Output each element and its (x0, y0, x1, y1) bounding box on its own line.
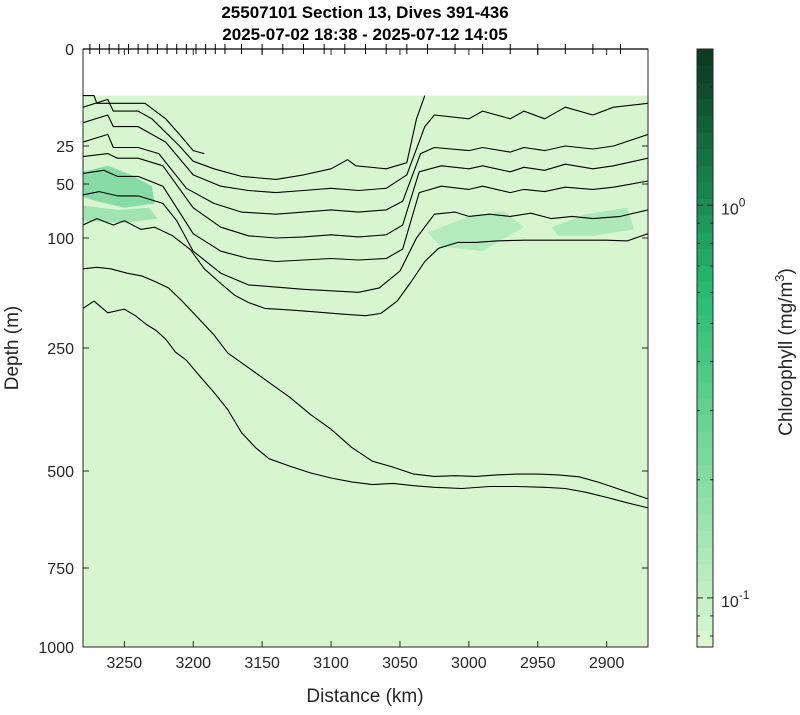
x-tick-label: 3200 (175, 655, 211, 672)
contour-line-2 (83, 95, 426, 180)
colorbar-step (697, 298, 713, 316)
y-tick-label: 1000 (38, 640, 74, 657)
contour-line-1 (83, 95, 205, 155)
colorbar-step (697, 115, 713, 133)
colorbar-label: Chlorophyll (mg/m3) (772, 268, 797, 436)
colorbar-label-text: Chlorophyll (mg/m (776, 282, 797, 436)
colorbar-step (697, 547, 713, 565)
colorbar-tick-base: 10 (721, 594, 739, 611)
plot-area (83, 95, 648, 647)
chlorophyll-patch-2 (83, 205, 158, 223)
dive-markers (83, 44, 648, 54)
y-tick-label: 100 (47, 231, 74, 248)
colorbar-step (697, 530, 713, 548)
colorbar-step (697, 613, 713, 631)
colorbar-step (697, 431, 713, 449)
colorbar-tick-label: 100 (721, 195, 746, 218)
x-tick-label: 3000 (451, 655, 487, 672)
colorbar-step (697, 497, 713, 515)
colorbar-label-close: ) (776, 268, 797, 274)
colorbar-step (697, 132, 713, 150)
colorbar-tick-exp: 0 (739, 195, 746, 209)
colorbar-step (697, 98, 713, 116)
colorbar-tick-label: 10-1 (721, 588, 750, 611)
y-tick-label: 250 (47, 341, 74, 358)
chart-title-line1: 25507101 Section 13, Dives 391-436 (221, 3, 508, 22)
colorbar-step (697, 331, 713, 349)
x-axis-label: Distance (km) (306, 686, 423, 707)
colorbar-step (697, 231, 713, 249)
x-tick-label: 3250 (107, 655, 143, 672)
chlorophyll-patch-4 (551, 207, 635, 236)
colorbar-step (697, 198, 713, 216)
colorbar-step (697, 563, 713, 582)
contour-line-7 (83, 191, 648, 293)
contour-line-3 (83, 102, 648, 194)
x-tick-label: 3050 (382, 655, 418, 672)
y-axis: 0 25 50 100 250 500 750 1000 (38, 42, 648, 657)
y-tick-label: 0 (65, 42, 74, 59)
colorbar-frame (696, 48, 714, 648)
contour-line-8 (83, 218, 648, 317)
colorbar-step (697, 264, 713, 283)
chlorophyll-field (83, 95, 648, 647)
chart-title-line2: 2025-07-02 18:38 - 2025-07-12 14:05 (222, 25, 507, 44)
colorbar-step (697, 514, 713, 532)
x-tick-label: 2950 (520, 655, 556, 672)
contour-line-9 (83, 300, 648, 509)
colorbar (696, 48, 714, 648)
x-tick-label: 3100 (313, 655, 349, 672)
y-tick-label: 750 (47, 561, 74, 578)
colorbar-step (697, 597, 713, 615)
colorbar-step (697, 630, 713, 648)
chlorophyll-patch-1 (83, 165, 155, 208)
colorbar-label-sup: 3 (772, 274, 787, 281)
y-axis-label: Depth (m) (2, 306, 23, 390)
colorbar-step (697, 348, 713, 366)
colorbar-step (697, 248, 713, 266)
contour-line-4 (83, 133, 648, 215)
colorbar-step (697, 49, 713, 67)
colorbar-step (697, 397, 713, 415)
y-tick-label: 500 (47, 464, 74, 481)
colorbar-step (697, 82, 713, 100)
colorbar-step (697, 381, 713, 399)
y-tick-label: 25 (56, 139, 74, 156)
colorbar-step (697, 148, 713, 166)
contour-line-5 (83, 153, 648, 239)
y-tick-label: 50 (56, 177, 74, 194)
colorbar-step (697, 580, 713, 598)
colorbar-tick-exp: -1 (739, 588, 750, 602)
colorbar-step (697, 165, 713, 183)
colorbar-step (697, 65, 713, 83)
contour-line-6 (83, 169, 648, 263)
colorbar-step (697, 414, 713, 432)
colorbar-step (697, 480, 713, 498)
colorbar-tick-base: 10 (721, 201, 739, 218)
colorbar-step (697, 447, 713, 465)
x-axis: 3250 3200 3150 3100 3050 3000 2950 2900 (107, 49, 625, 672)
x-tick-label: 3150 (244, 655, 280, 672)
colorbar-step (697, 464, 713, 482)
colorbar-step (697, 314, 713, 332)
colorbar-step (697, 215, 713, 233)
colorbar-step (697, 281, 713, 299)
colorbar-step (697, 181, 713, 199)
colorbar-step (697, 364, 713, 382)
contour-line-10 (83, 266, 648, 500)
x-tick-label: 2900 (589, 655, 625, 672)
